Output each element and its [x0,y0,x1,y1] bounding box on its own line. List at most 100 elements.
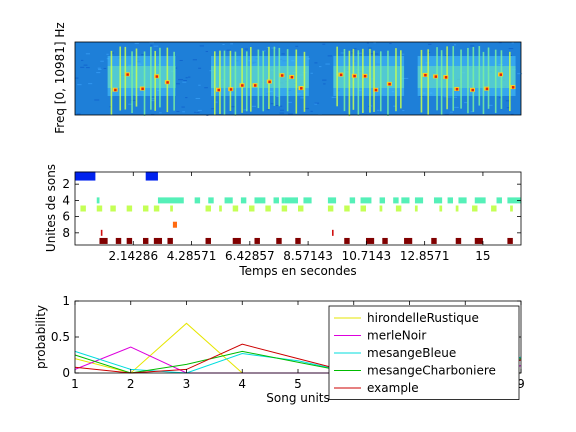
spectrogram-noise [80,59,84,61]
spectrogram-peak [268,80,271,84]
spectrogram-peak [339,73,343,77]
unit-5-segment [344,205,350,212]
spectrogram-noise [100,60,104,62]
unit-5-segment [395,205,402,212]
spectrogram-noise [103,67,107,69]
spectrogram-noise [266,46,270,48]
unit-5-segment [110,205,116,212]
units-ylabel: Unites de sons [44,164,58,252]
unit-1-segment [145,171,158,181]
spectrogram-noise [192,59,198,61]
unit-4-segment [96,197,100,204]
spectrogram-noise [174,67,178,69]
spectrogram-noise [331,96,337,98]
spectrogram-noise [373,42,377,44]
spectrogram-peak [166,81,169,84]
unit-9-segment [431,237,437,244]
spectrogram-noise [517,73,523,75]
unit-4-segment [496,197,502,204]
spectrogram-noise [323,83,326,85]
spectrogram-noise [183,80,187,82]
spectrogram-noise [368,53,373,55]
spectrogram-noise [314,62,318,64]
spectrogram-noise [181,106,185,108]
spectrogram-noise [310,110,313,112]
legend-label-merleNoir: merleNoir [367,329,426,343]
spectrogram-peak [444,76,448,79]
spectrogram-noise [106,53,109,55]
spectrogram-panel: Freq [0, 10981] Hz [53,22,523,134]
spectrogram-peak [290,75,294,79]
spectrogram-peak [300,87,303,90]
unit-9-segment [205,237,211,244]
unit-7-segment [172,221,177,228]
unit-4-segment [433,197,443,204]
spectrogram-noise [230,43,234,45]
units-xtick-label: 10.7143 [342,249,392,263]
spectrogram-noise [403,77,409,79]
unit-9-segment [295,237,301,244]
unit-9-segment [167,237,173,244]
spectrogram-streak [154,50,156,111]
units-xtick-label: 12.8571 [400,249,450,263]
spectrogram-noise [199,45,205,47]
spectrogram-peak [253,84,257,87]
unit-5-segment [510,205,513,212]
unit-5-segment [491,205,497,212]
spectrogram-peak [485,87,489,91]
spectrogram-noise [353,48,357,50]
unit-4-segment [327,197,337,204]
spectrogram-noise [376,109,380,111]
spectrogram-streak [119,46,122,111]
unit-4-segment [281,197,285,204]
spectrogram-peak [229,88,233,91]
unit-4-segment [254,197,266,204]
unit-4-segment [208,197,214,204]
spectrogram-streak [110,50,113,115]
spectrogram-streak [509,51,511,112]
spectrogram-noise [470,45,475,47]
unit-9-segment [365,237,375,244]
spectrogram-streak [500,50,503,109]
spectrogram-frame [74,41,522,116]
unit-4-segment [458,197,467,204]
spectrogram-noise [251,105,257,107]
unit-4-segment [474,197,486,204]
spectrogram-peak [241,84,244,87]
legend-label-mesangeBleue: mesangeBleue [367,346,456,360]
unit-5-segment [80,205,86,212]
unit-5-segment [265,205,271,212]
spectrogram-peak [363,74,367,78]
probability-xtick-label: 3 [183,377,191,391]
spectrogram-noise [150,44,153,46]
unit-4-segment [194,197,201,204]
spectrogram-marks [75,42,523,117]
unit-9-segment [455,237,462,244]
spectrogram-noise [130,99,136,101]
unit-5-segment [439,205,443,212]
spectrogram-noise [498,42,502,44]
spectrogram-peak [114,88,117,92]
unit-9-segment [276,237,282,244]
spectrogram-noise [281,53,285,55]
spectrogram-noise [134,42,139,44]
spectrogram-noise [322,43,326,45]
unit-5-segment [327,205,334,212]
spectrogram-noise [222,44,225,46]
spectrogram-burst-core [210,66,309,88]
spectrogram-noise [443,96,448,98]
spectrogram-noise [198,67,202,69]
spectrogram-noise [402,110,405,112]
unit-8-segment [100,229,103,236]
units-xlabel: Temps en secondes [238,264,356,278]
spectrogram-streak [400,50,402,109]
spectrogram-noise [351,52,354,54]
spectrogram-noise [366,42,369,44]
spectrogram-peak [455,87,459,91]
spectrogram-noise [454,106,459,108]
unit-4-segment [284,197,298,204]
unit-9-segment [232,237,241,244]
spectrogram-noise [509,54,513,56]
legend-label-hirondelleRustique: hirondelleRustique [367,311,479,325]
spectrogram-peak [217,88,220,92]
